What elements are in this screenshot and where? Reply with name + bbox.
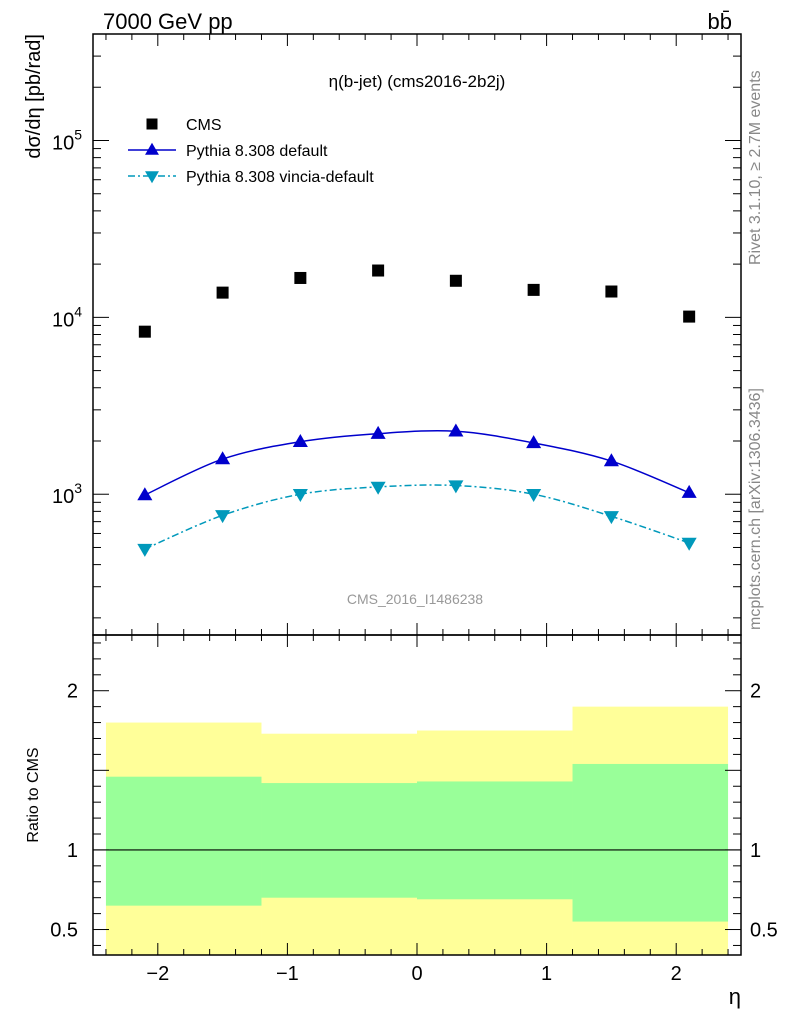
series-2 bbox=[137, 480, 697, 557]
series-0 bbox=[138, 264, 696, 338]
data-point bbox=[137, 543, 153, 557]
data-point bbox=[683, 310, 696, 323]
legend-entry-label: Pythia 8.308 default bbox=[186, 143, 328, 160]
data-point bbox=[449, 274, 462, 287]
y-tick-label: 103 bbox=[52, 480, 82, 508]
mcplots-label: mcplots.cern.ch [arXiv:1306.3436] bbox=[747, 388, 764, 630]
ratio-bands bbox=[93, 706, 741, 955]
ratio-panel: −2 −1 0 1 2 0.5 0.5 1 1 2 2 Ratio to CMS η bbox=[25, 634, 778, 1009]
data-point bbox=[370, 481, 386, 495]
data-point bbox=[372, 264, 385, 277]
data-point bbox=[145, 142, 159, 155]
y-axis-label: dσ/dη [pb/rad] bbox=[23, 34, 45, 159]
data-point bbox=[215, 510, 231, 524]
plot-title: η(b-jet) (cms2016-2b2j) bbox=[329, 72, 506, 91]
ratio-y-tick-label: 0.5 bbox=[750, 920, 778, 942]
data-point bbox=[681, 537, 697, 551]
data-point bbox=[294, 271, 307, 284]
legend-entry-label: CMS bbox=[186, 117, 222, 134]
ratio-band-inner bbox=[105, 776, 262, 906]
data-point bbox=[448, 480, 464, 494]
legend-entry-label: Pythia 8.308 vincia-default bbox=[186, 169, 374, 186]
x-tick-label: 2 bbox=[671, 963, 682, 985]
ratio-y-tick-label: 2 bbox=[67, 681, 78, 703]
ratio-band-inner bbox=[572, 763, 729, 922]
data-point bbox=[605, 285, 618, 298]
watermark: CMS_2016_I1486238 bbox=[347, 591, 483, 607]
x-tick-label: 0 bbox=[411, 963, 422, 985]
ratio-y-axis-label: Ratio to CMS bbox=[25, 747, 42, 842]
data-point bbox=[145, 171, 159, 184]
data-point bbox=[681, 484, 697, 498]
ratio-band-inner bbox=[261, 783, 417, 898]
data-point bbox=[527, 283, 540, 296]
ratio-y-tick-label: 1 bbox=[750, 840, 761, 862]
data-point bbox=[448, 423, 464, 437]
data-point bbox=[292, 433, 308, 447]
x-tick-label: −1 bbox=[276, 963, 299, 985]
ratio-plot-axes: −2 −1 0 1 2 0.5 0.5 1 1 2 2 bbox=[50, 635, 778, 985]
data-point bbox=[526, 489, 542, 503]
ratio-y-tick-label: 0.5 bbox=[50, 920, 78, 942]
data-point bbox=[603, 511, 619, 525]
legend: CMS Pythia 8.308 default Pythia 8.308 vinc… bbox=[128, 117, 374, 186]
x-tick-label: 1 bbox=[541, 963, 552, 985]
series-1 bbox=[137, 423, 697, 501]
ratio-y-tick-label: 2 bbox=[750, 681, 761, 703]
energy-label: 7000 GeV pp bbox=[103, 9, 233, 34]
data-point bbox=[292, 489, 308, 503]
x-tick-label: −2 bbox=[146, 963, 169, 985]
data-point bbox=[146, 118, 158, 130]
y-tick-label: 105 bbox=[52, 126, 82, 154]
ratio-band-inner bbox=[417, 781, 573, 900]
data-point bbox=[215, 451, 231, 465]
x-axis-label: η bbox=[729, 984, 741, 1009]
data-point bbox=[137, 487, 153, 501]
process-label: bb̄ bbox=[708, 9, 732, 34]
data-point bbox=[138, 325, 151, 338]
data-point bbox=[370, 425, 386, 439]
data-point bbox=[603, 453, 619, 467]
ratio-y-tick-label: 1 bbox=[67, 840, 78, 862]
data-point bbox=[526, 435, 542, 449]
main-plot-axes: 103 104 105 bbox=[52, 33, 741, 635]
y-tick-label: 104 bbox=[52, 303, 82, 331]
data-point bbox=[216, 286, 229, 299]
main-plot-marks bbox=[137, 264, 697, 557]
main-plot-panel: 103 104 105 η(b-jet) (cms2016-2b2j) dσ/dη … bbox=[23, 33, 742, 636]
rivet-label: Rivet 3.1.10, ≥ 2.7M events bbox=[747, 70, 764, 265]
